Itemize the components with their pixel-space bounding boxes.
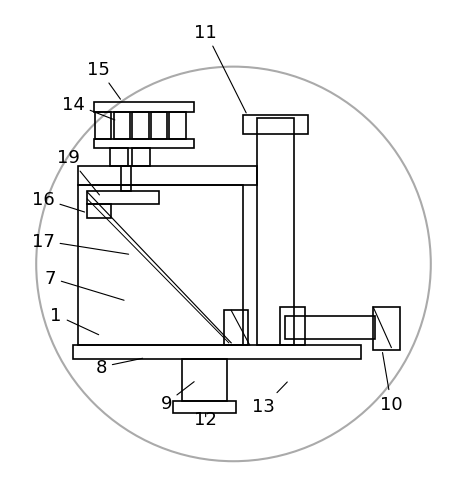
Bar bbox=[151, 112, 167, 139]
Bar bbox=[173, 401, 236, 414]
Text: 1: 1 bbox=[50, 307, 99, 335]
Text: 7: 7 bbox=[44, 270, 124, 301]
Bar bbox=[78, 186, 243, 346]
Text: 9: 9 bbox=[161, 382, 194, 412]
Bar bbox=[78, 167, 257, 186]
Bar bbox=[94, 139, 194, 149]
Text: 11: 11 bbox=[194, 24, 246, 114]
Text: 14: 14 bbox=[62, 96, 115, 121]
Bar bbox=[111, 149, 128, 167]
Bar bbox=[87, 191, 159, 204]
Text: 15: 15 bbox=[87, 61, 120, 100]
Bar bbox=[95, 112, 112, 139]
Bar bbox=[243, 116, 308, 135]
Text: 10: 10 bbox=[380, 353, 403, 413]
Bar bbox=[224, 311, 248, 346]
Bar bbox=[373, 308, 400, 350]
Text: 19: 19 bbox=[57, 149, 99, 195]
Bar bbox=[121, 167, 131, 191]
Bar bbox=[94, 103, 194, 112]
Bar bbox=[183, 359, 226, 401]
Text: 12: 12 bbox=[194, 411, 217, 428]
Text: 13: 13 bbox=[252, 382, 287, 416]
Bar bbox=[114, 112, 130, 139]
Bar bbox=[132, 149, 150, 167]
Bar bbox=[132, 112, 149, 139]
Bar bbox=[170, 112, 186, 139]
Bar bbox=[257, 118, 294, 346]
Bar bbox=[87, 204, 112, 219]
Text: 17: 17 bbox=[32, 232, 128, 255]
Text: 8: 8 bbox=[96, 358, 142, 376]
Bar bbox=[284, 316, 375, 340]
Bar bbox=[280, 308, 305, 346]
Bar bbox=[73, 346, 361, 359]
Text: 16: 16 bbox=[32, 190, 85, 212]
